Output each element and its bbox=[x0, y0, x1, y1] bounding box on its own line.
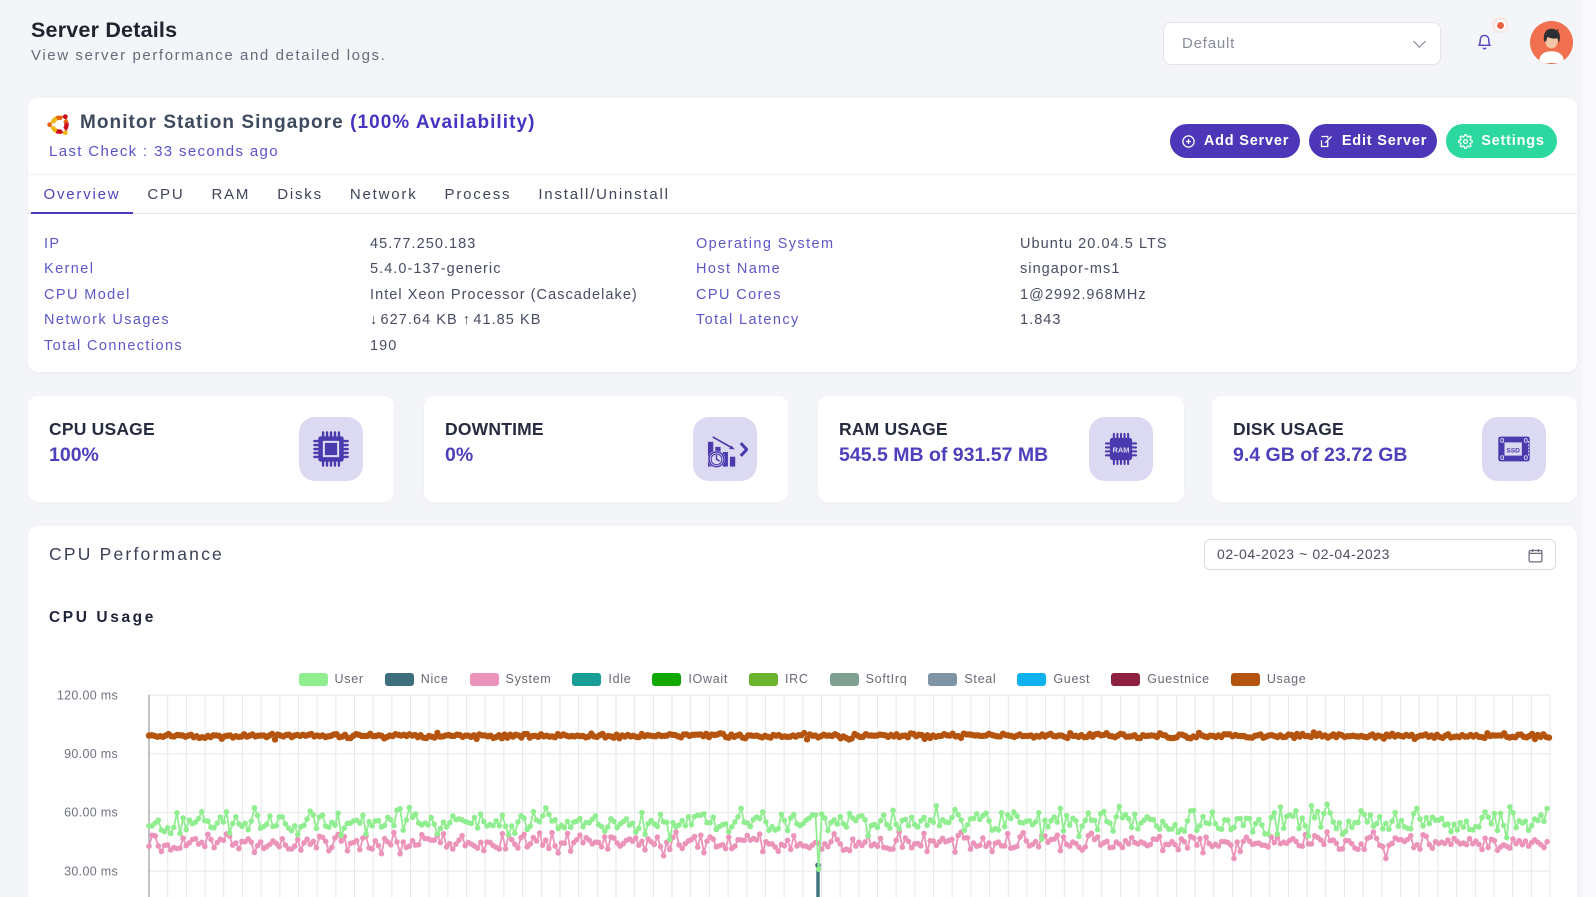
svg-text:30.00 ms: 30.00 ms bbox=[64, 864, 118, 878]
svg-text:90.00 ms: 90.00 ms bbox=[64, 747, 118, 761]
svg-text:120.00 ms: 120.00 ms bbox=[57, 688, 118, 702]
svg-text:60.00 ms: 60.00 ms bbox=[64, 806, 118, 820]
svg-text:SSD: SSD bbox=[1506, 448, 1520, 455]
svg-text:RAM: RAM bbox=[1112, 446, 1129, 455]
